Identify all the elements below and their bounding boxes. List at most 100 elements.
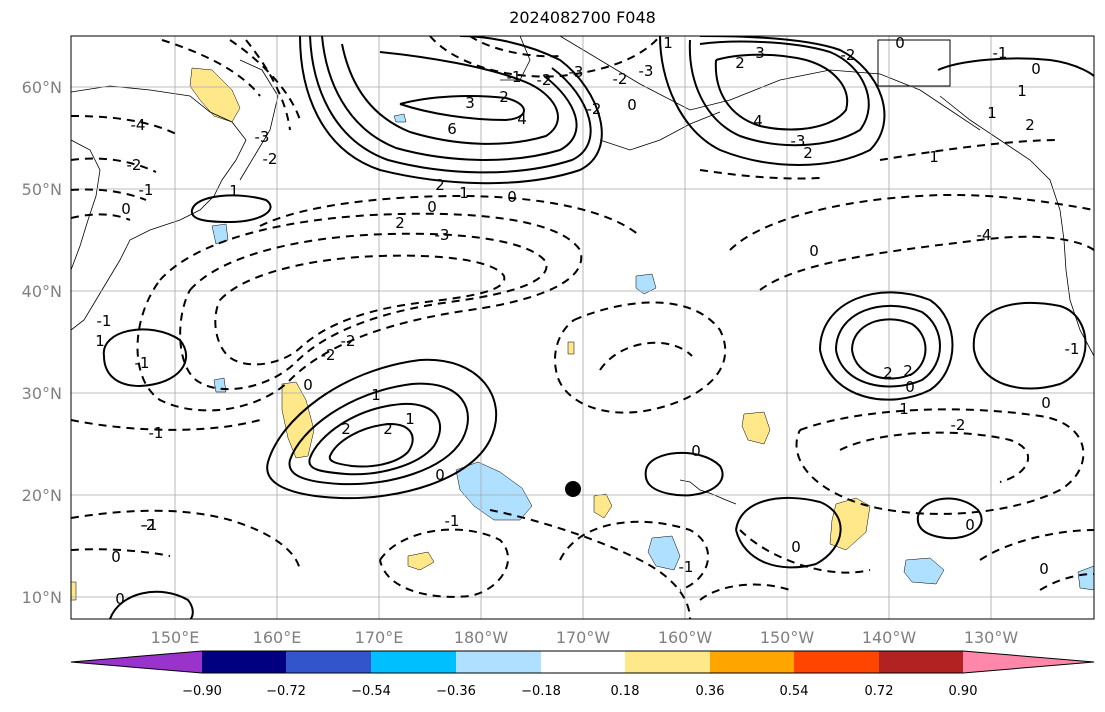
contour-negative bbox=[245, 39, 291, 131]
lon-label: 150°W bbox=[760, 628, 815, 647]
contour-positive bbox=[321, 36, 578, 161]
colorbar-tick-labels: −0.90 −0.72 −0.54 −0.36 −0.18 0.18 0.36 … bbox=[182, 684, 977, 699]
contour-negative bbox=[979, 529, 1094, 561]
contour-negative bbox=[469, 36, 561, 58]
contour-label: 0 bbox=[427, 198, 437, 216]
contour-positive bbox=[190, 194, 272, 224]
colorbar-segment bbox=[963, 651, 1094, 673]
contour-label: 0 bbox=[435, 466, 445, 484]
contour-negative bbox=[559, 520, 709, 591]
contour-positive bbox=[328, 422, 414, 468]
contour-negative bbox=[71, 115, 181, 137]
lon-label: 140°W bbox=[862, 628, 917, 647]
contour-label: -4 bbox=[977, 226, 992, 244]
contour-label: -1 bbox=[135, 354, 150, 372]
contour-label: 2 bbox=[499, 88, 509, 106]
contour-positive bbox=[735, 496, 842, 569]
colorbar-tick-label: −0.36 bbox=[436, 684, 476, 699]
contour-negative bbox=[71, 188, 147, 201]
colorbar-segment bbox=[710, 651, 794, 673]
contour-label: -1 bbox=[139, 181, 154, 199]
contour-negative bbox=[429, 36, 661, 78]
contour-negative bbox=[729, 193, 1094, 251]
coastline-bering-sea bbox=[500, 36, 531, 81]
contour-negative bbox=[71, 548, 171, 557]
contour-negative bbox=[71, 419, 261, 431]
contour-label: -2 bbox=[263, 150, 278, 168]
contour-label: -2 bbox=[341, 332, 356, 350]
contour-negative bbox=[739, 529, 871, 574]
gridlines bbox=[71, 36, 1094, 619]
contour-negative bbox=[795, 408, 1085, 515]
map-title: 2024082700 F048 bbox=[509, 8, 656, 27]
contour-negative bbox=[759, 235, 1094, 291]
contour-positive bbox=[399, 95, 525, 122]
contour-label: 1 bbox=[371, 386, 381, 404]
contour-label: 0 bbox=[121, 200, 131, 218]
shade-positive-patch bbox=[71, 581, 77, 601]
colorbar-segment bbox=[879, 651, 963, 673]
contour-label: 0 bbox=[691, 442, 701, 460]
lon-label: 160°E bbox=[253, 628, 302, 647]
contour-label: -3 bbox=[255, 128, 270, 146]
contour-label: 2 bbox=[341, 420, 351, 438]
contour-label: 0 bbox=[791, 538, 801, 556]
contour-label: -1 bbox=[507, 68, 522, 86]
contour-label: 3 bbox=[465, 94, 475, 112]
colorbar-segment bbox=[794, 651, 879, 673]
contour-positive bbox=[341, 43, 559, 145]
contour-label: 0 bbox=[809, 242, 819, 260]
inset-box bbox=[877, 39, 951, 87]
colorbar-outline bbox=[70, 650, 1095, 674]
contour-label: -1 bbox=[143, 516, 158, 534]
contour-label: -1 bbox=[1065, 340, 1080, 358]
contour-positive bbox=[309, 36, 592, 174]
contour-label: 2 bbox=[435, 176, 445, 194]
contour-label: 4 bbox=[517, 110, 527, 128]
contour-label: 2 bbox=[1025, 116, 1035, 134]
colorbar-segment bbox=[456, 651, 541, 673]
contour-label: 2 bbox=[395, 214, 405, 232]
contour-label: 1 bbox=[229, 182, 239, 200]
contour-positive bbox=[266, 358, 498, 500]
colorbar bbox=[70, 650, 1095, 674]
contour-label: 1 bbox=[95, 332, 105, 350]
contour-label: 2 bbox=[903, 362, 913, 380]
contour-label: -1 bbox=[445, 512, 460, 530]
shade-negative-patch bbox=[1077, 565, 1094, 591]
colorbar-tick-label: 0.72 bbox=[865, 684, 894, 699]
contour-positive bbox=[109, 590, 194, 619]
colorbar-tick-label: 0.18 bbox=[611, 684, 640, 699]
contour-positive bbox=[819, 291, 954, 401]
colorbar-segment bbox=[625, 651, 710, 673]
lat-label: 10°N bbox=[22, 588, 62, 607]
contour-negative bbox=[71, 509, 301, 571]
contour-label: 0 bbox=[965, 516, 975, 534]
lat-label: 30°N bbox=[22, 384, 62, 403]
contour-label: 0 bbox=[115, 590, 125, 608]
contour-positive bbox=[288, 382, 469, 486]
contour-positive bbox=[688, 39, 870, 147]
contour-label: -2 bbox=[613, 70, 628, 88]
contour-label: 0 bbox=[905, 378, 915, 396]
contour-negative bbox=[179, 232, 548, 391]
contour-label: 1 bbox=[1017, 82, 1027, 100]
contour-positive bbox=[916, 497, 983, 540]
contour-negative bbox=[136, 212, 583, 412]
colorbar-tick-label: −0.18 bbox=[521, 684, 561, 699]
shade-negative-patch bbox=[903, 557, 945, 585]
contour-negative bbox=[489, 509, 691, 619]
coastline-north-america bbox=[939, 95, 1094, 357]
contour-label: -2 bbox=[951, 416, 966, 434]
contour-label: 1 bbox=[899, 400, 909, 418]
contour-label: 0 bbox=[895, 34, 905, 52]
coastline-kuril-islands bbox=[71, 139, 101, 271]
contour-label: 4 bbox=[753, 112, 763, 130]
colorbar-segment bbox=[371, 651, 456, 673]
contour-label: 2 bbox=[735, 54, 745, 72]
contour-label: -1 bbox=[679, 558, 694, 576]
contour-label: 1 bbox=[663, 34, 673, 52]
contour-negative bbox=[699, 169, 821, 180]
contour-label: -1 bbox=[97, 312, 112, 330]
